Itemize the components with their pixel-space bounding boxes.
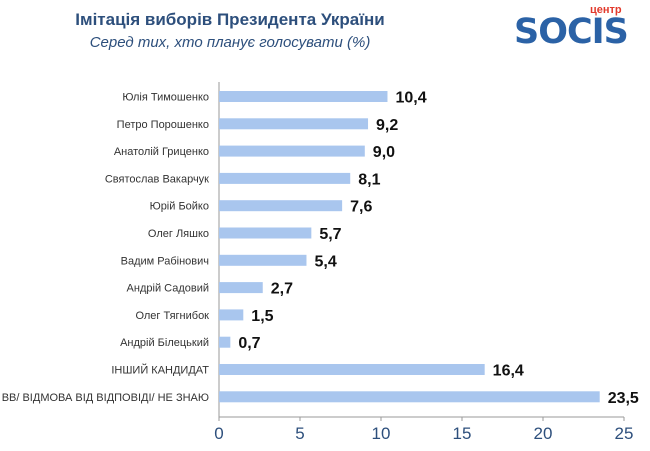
x-tick-label: 15 bbox=[453, 424, 472, 443]
category-label: Петро Порошенко bbox=[117, 119, 209, 131]
data-label: 0,7 bbox=[238, 335, 260, 352]
category-label: ВВ/ ВІДМОВА ВІД ВІДПОВІДІ/ НЕ ЗНАЮ bbox=[2, 392, 209, 404]
x-tick-label: 0 bbox=[214, 424, 223, 443]
category-label: Олег Ляшко bbox=[148, 228, 209, 240]
data-label: 7,6 bbox=[350, 199, 372, 216]
data-label: 10,4 bbox=[395, 90, 426, 107]
bar bbox=[219, 364, 485, 375]
bar bbox=[219, 172, 351, 184]
bar bbox=[219, 118, 369, 130]
bar bbox=[219, 309, 244, 321]
category-label: Вадим Рабінович bbox=[121, 255, 209, 267]
category-label: Олег Тягнибок bbox=[135, 310, 209, 322]
socis-logo: SOCIS центр bbox=[510, 4, 645, 52]
data-label: 9,0 bbox=[373, 144, 395, 161]
bar bbox=[219, 91, 388, 102]
category-label: Юрій Бойко bbox=[150, 201, 209, 213]
data-label: 5,7 bbox=[319, 226, 341, 243]
bar bbox=[219, 336, 231, 348]
bar bbox=[219, 282, 263, 294]
chart-title: Імітація виборів Президента України bbox=[75, 10, 385, 29]
data-label: 8,1 bbox=[358, 171, 380, 188]
bar bbox=[219, 145, 365, 157]
category-label: Анатолій Гриценко bbox=[114, 146, 209, 158]
category-label: Андрій Білецький bbox=[120, 337, 209, 349]
bar bbox=[219, 227, 312, 239]
category-label: Святослав Вакарчук bbox=[105, 173, 209, 185]
bar bbox=[219, 254, 307, 266]
data-label: 16,4 bbox=[493, 363, 524, 380]
logo-subtitle: центр bbox=[590, 4, 622, 16]
x-tick-label: 20 bbox=[534, 424, 553, 443]
x-tick-label: 5 bbox=[295, 424, 304, 443]
data-label: 23,5 bbox=[608, 390, 639, 407]
data-label: 1,5 bbox=[251, 308, 273, 325]
bar bbox=[219, 391, 600, 403]
category-label: ІНШИЙ КАНДИДАТ bbox=[111, 364, 209, 377]
x-tick-label: 10 bbox=[372, 424, 391, 443]
category-label: Андрій Садовий bbox=[127, 283, 209, 295]
bar bbox=[219, 200, 343, 212]
data-label: 5,4 bbox=[314, 253, 336, 270]
category-label: Юлія Тимошенко bbox=[122, 92, 209, 104]
chart-subtitle: Серед тих, хто планує голосувати (%) bbox=[89, 34, 371, 51]
x-tick-label: 25 bbox=[615, 424, 634, 443]
logo-wordmark: SOCIS bbox=[514, 12, 629, 52]
data-label: 2,7 bbox=[271, 281, 293, 298]
data-label: 9,2 bbox=[376, 117, 398, 134]
